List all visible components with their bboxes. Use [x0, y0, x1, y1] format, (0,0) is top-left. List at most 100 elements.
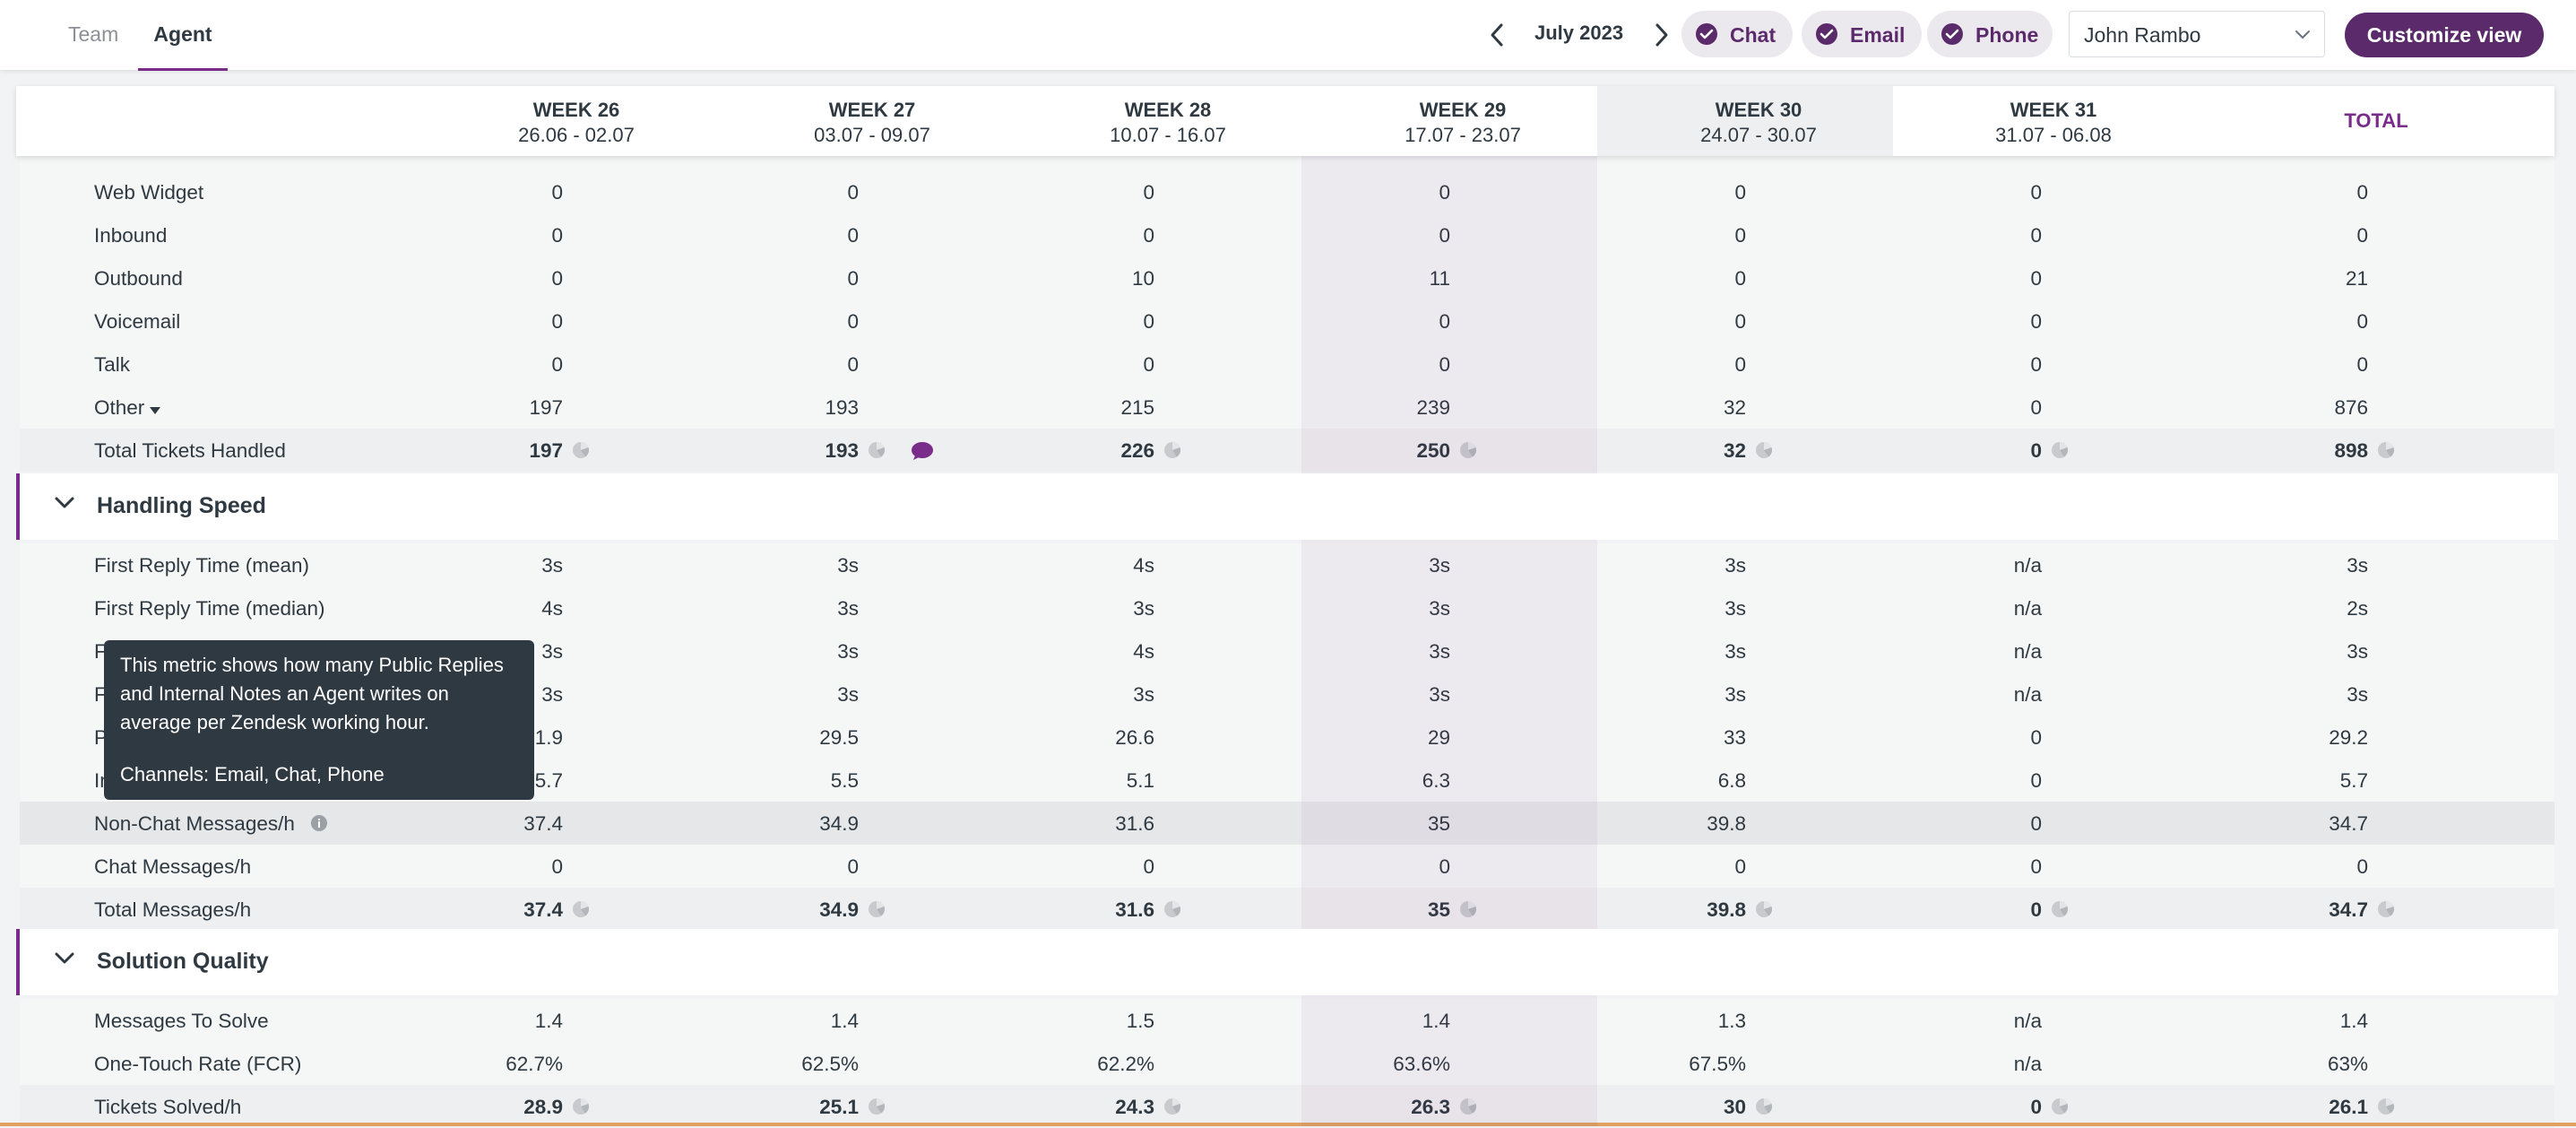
week-column-header: WEEK 28 10.07 - 16.07: [1020, 99, 1316, 147]
week-column-header: WEEK 31 31.07 - 06.08: [1906, 99, 2201, 147]
table-cell: 31.6: [1115, 898, 1154, 921]
table-cell: 0: [1143, 353, 1154, 376]
pie-chart-icon[interactable]: [868, 441, 886, 459]
pie-chart-icon[interactable]: [1755, 1098, 1773, 1115]
table-cell: 1.4: [2339, 1010, 2368, 1032]
agent-select[interactable]: John Rambo: [2069, 11, 2325, 57]
chip-phone-label: Phone: [1975, 23, 2039, 47]
pie-chart-icon[interactable]: [868, 900, 886, 918]
table-cell: 0: [1439, 855, 1450, 878]
week-title: WEEK 26: [532, 99, 620, 121]
week-dates: 26.06 - 02.07: [518, 124, 635, 146]
table-cell: 0: [1734, 224, 1746, 247]
filter-chip-chat[interactable]: Chat: [1681, 11, 1793, 57]
pie-chart-icon[interactable]: [572, 441, 590, 459]
pie-chart-icon[interactable]: [2377, 900, 2395, 918]
table-cell: 0: [551, 855, 563, 878]
pie-chart-icon[interactable]: [2051, 900, 2069, 918]
pie-chart-icon[interactable]: [1163, 441, 1181, 459]
pie-chart-icon[interactable]: [2051, 441, 2069, 459]
table-cell: 0: [1734, 181, 1746, 204]
chevron-down-icon[interactable]: [54, 496, 75, 515]
filter-chip-email[interactable]: Email: [1802, 11, 1922, 57]
table-cell: 4s: [1133, 554, 1154, 577]
section-header-solution-quality[interactable]: Solution Quality: [16, 929, 2558, 995]
table-cell: 0: [2030, 267, 2042, 290]
pie-chart-icon[interactable]: [1755, 441, 1773, 459]
table-cell: 197: [529, 396, 563, 419]
table-cell: 0: [551, 224, 563, 247]
pie-chart-icon[interactable]: [2377, 441, 2395, 459]
table-cell: 0: [1734, 855, 1746, 878]
info-icon[interactable]: [310, 814, 328, 837]
caret-down-icon[interactable]: [149, 403, 161, 420]
table-row: Inbound 0 0 0 0 0 0 0: [20, 213, 2554, 256]
tab-agent[interactable]: Agent: [138, 0, 228, 71]
pie-chart-icon[interactable]: [868, 1098, 886, 1115]
pie-chart-icon[interactable]: [1459, 1098, 1477, 1115]
row-label: Outbound: [94, 267, 183, 290]
table-cell: 0: [551, 353, 563, 376]
table-cell: 250: [1416, 439, 1450, 462]
table-row: Tickets Solved/h 28.9 25.1 24.3 26.3 30 0 26.1: [20, 1085, 2554, 1128]
filter-chip-phone[interactable]: Phone: [1927, 11, 2053, 57]
table-cell: 3s: [1725, 597, 1746, 620]
table-cell: 0: [1143, 310, 1154, 333]
table-cell: 0: [847, 181, 859, 204]
pie-chart-icon[interactable]: [572, 900, 590, 918]
week-dates: 10.07 - 16.07: [1110, 124, 1226, 146]
table-cell: 1.4: [534, 1010, 563, 1032]
row-label: Talk: [94, 353, 131, 376]
customize-view-button[interactable]: Customize view: [2345, 13, 2544, 57]
table-cell: 26.3: [1411, 1096, 1450, 1118]
table-cell: 1.4: [1422, 1010, 1450, 1032]
pie-chart-icon[interactable]: [1163, 1098, 1181, 1115]
pie-chart-icon[interactable]: [572, 1098, 590, 1115]
week-dates: 24.07 - 30.07: [1700, 124, 1817, 146]
table-cell: 5.5: [830, 769, 859, 792]
metric-tooltip: This metric shows how many Public Replie…: [104, 640, 534, 800]
tooltip-text: This metric shows how many Public Replie…: [120, 654, 504, 733]
row-label: Voicemail: [94, 310, 181, 333]
table-cell: 63.6%: [1393, 1053, 1450, 1075]
table-cell: 0: [1439, 224, 1450, 247]
pie-chart-icon[interactable]: [1459, 441, 1477, 459]
table-row: Non-Chat Messages/h 37.4 34.9 31.6 35 39.8 0 34…: [20, 802, 2554, 845]
table-cell: 0: [2030, 1096, 2042, 1118]
chevron-down-icon[interactable]: [54, 951, 75, 970]
week-column-header: WEEK 29 17.07 - 23.07: [1315, 99, 1611, 147]
table-cell: 0: [1734, 310, 1746, 333]
section-header-handling-speed[interactable]: Handling Speed: [16, 473, 2558, 540]
table-cell: 30: [1723, 1096, 1746, 1118]
week-dates: 31.07 - 06.08: [1995, 124, 2112, 146]
pie-chart-icon[interactable]: [2051, 1098, 2069, 1115]
pie-chart-icon[interactable]: [1755, 900, 1773, 918]
table-cell: 0: [2030, 396, 2042, 419]
table-cell: 6.8: [1717, 769, 1746, 792]
pie-chart-icon[interactable]: [2377, 1098, 2395, 1115]
check-icon: [1696, 23, 1717, 45]
table-cell: 3s: [1725, 683, 1746, 706]
chevron-left-icon[interactable]: [1484, 20, 1511, 50]
table-cell: 0: [551, 181, 563, 204]
table-cell: 0: [2030, 726, 2042, 749]
pie-chart-icon[interactable]: [1459, 900, 1477, 918]
week-dates: 17.07 - 23.07: [1405, 124, 1521, 146]
table-row: Talk 0 0 0 0 0 0 0: [20, 343, 2554, 386]
table-cell: 3s: [541, 554, 563, 577]
tab-team[interactable]: Team: [68, 0, 118, 70]
table-row: Chat Messages/h 0 0 0 0 0 0 0: [20, 845, 2554, 888]
table-cell: 35: [1427, 812, 1450, 835]
table-cell: 33: [1723, 726, 1746, 749]
table-cell: 3s: [1725, 640, 1746, 663]
table-cell: n/a: [2013, 554, 2042, 577]
row-label: Tickets Solved/h: [94, 1096, 242, 1118]
table-cell: 0: [2030, 769, 2042, 792]
chevron-right-icon[interactable]: [1647, 20, 1674, 50]
pie-chart-icon[interactable]: [1163, 900, 1181, 918]
row-label: Non-Chat Messages/h: [94, 812, 295, 835]
tab-team-label: Team: [68, 22, 119, 46]
comment-icon[interactable]: [911, 441, 934, 465]
section-title: Solution Quality: [97, 949, 269, 974]
table-cell: 26.1: [2329, 1096, 2368, 1118]
